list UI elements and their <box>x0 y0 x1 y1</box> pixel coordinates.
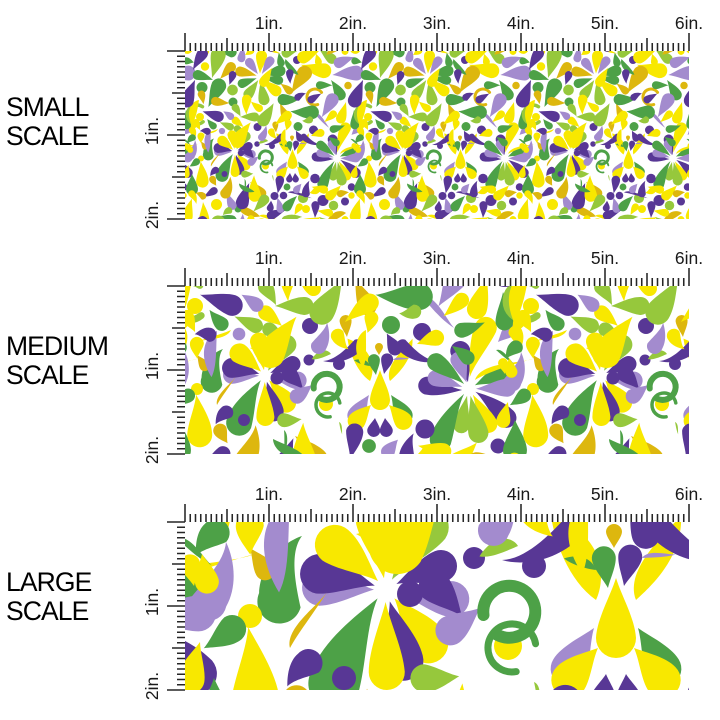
svg-text:4in.: 4in. <box>507 484 535 504</box>
svg-text:SCALE: SCALE <box>6 360 89 390</box>
svg-text:6in.: 6in. <box>675 484 703 504</box>
svg-text:3in.: 3in. <box>423 13 451 33</box>
svg-text:1in.: 1in. <box>142 352 162 380</box>
svg-text:1in.: 1in. <box>255 13 283 33</box>
svg-text:1in.: 1in. <box>142 588 162 616</box>
svg-text:5in.: 5in. <box>591 13 619 33</box>
svg-text:3in.: 3in. <box>423 484 451 504</box>
svg-text:2in.: 2in. <box>142 201 162 229</box>
svg-text:2in.: 2in. <box>142 672 162 700</box>
svg-text:SMALL: SMALL <box>6 92 89 122</box>
svg-text:6in.: 6in. <box>675 248 703 268</box>
svg-text:1in.: 1in. <box>255 248 283 268</box>
svg-text:LARGE: LARGE <box>6 567 92 597</box>
svg-text:2in.: 2in. <box>339 13 367 33</box>
svg-text:4in.: 4in. <box>507 13 535 33</box>
svg-text:5in.: 5in. <box>591 248 619 268</box>
svg-text:4in.: 4in. <box>507 248 535 268</box>
svg-text:2in.: 2in. <box>339 248 367 268</box>
svg-text:1in.: 1in. <box>142 117 162 145</box>
svg-text:3in.: 3in. <box>423 248 451 268</box>
svg-text:6in.: 6in. <box>675 13 703 33</box>
svg-text:2in.: 2in. <box>142 436 162 464</box>
svg-text:SCALE: SCALE <box>6 121 89 151</box>
svg-text:5in.: 5in. <box>591 484 619 504</box>
svg-text:SCALE: SCALE <box>6 596 89 626</box>
svg-text:2in.: 2in. <box>339 484 367 504</box>
svg-text:MEDIUM: MEDIUM <box>6 331 108 361</box>
svg-text:1in.: 1in. <box>255 484 283 504</box>
